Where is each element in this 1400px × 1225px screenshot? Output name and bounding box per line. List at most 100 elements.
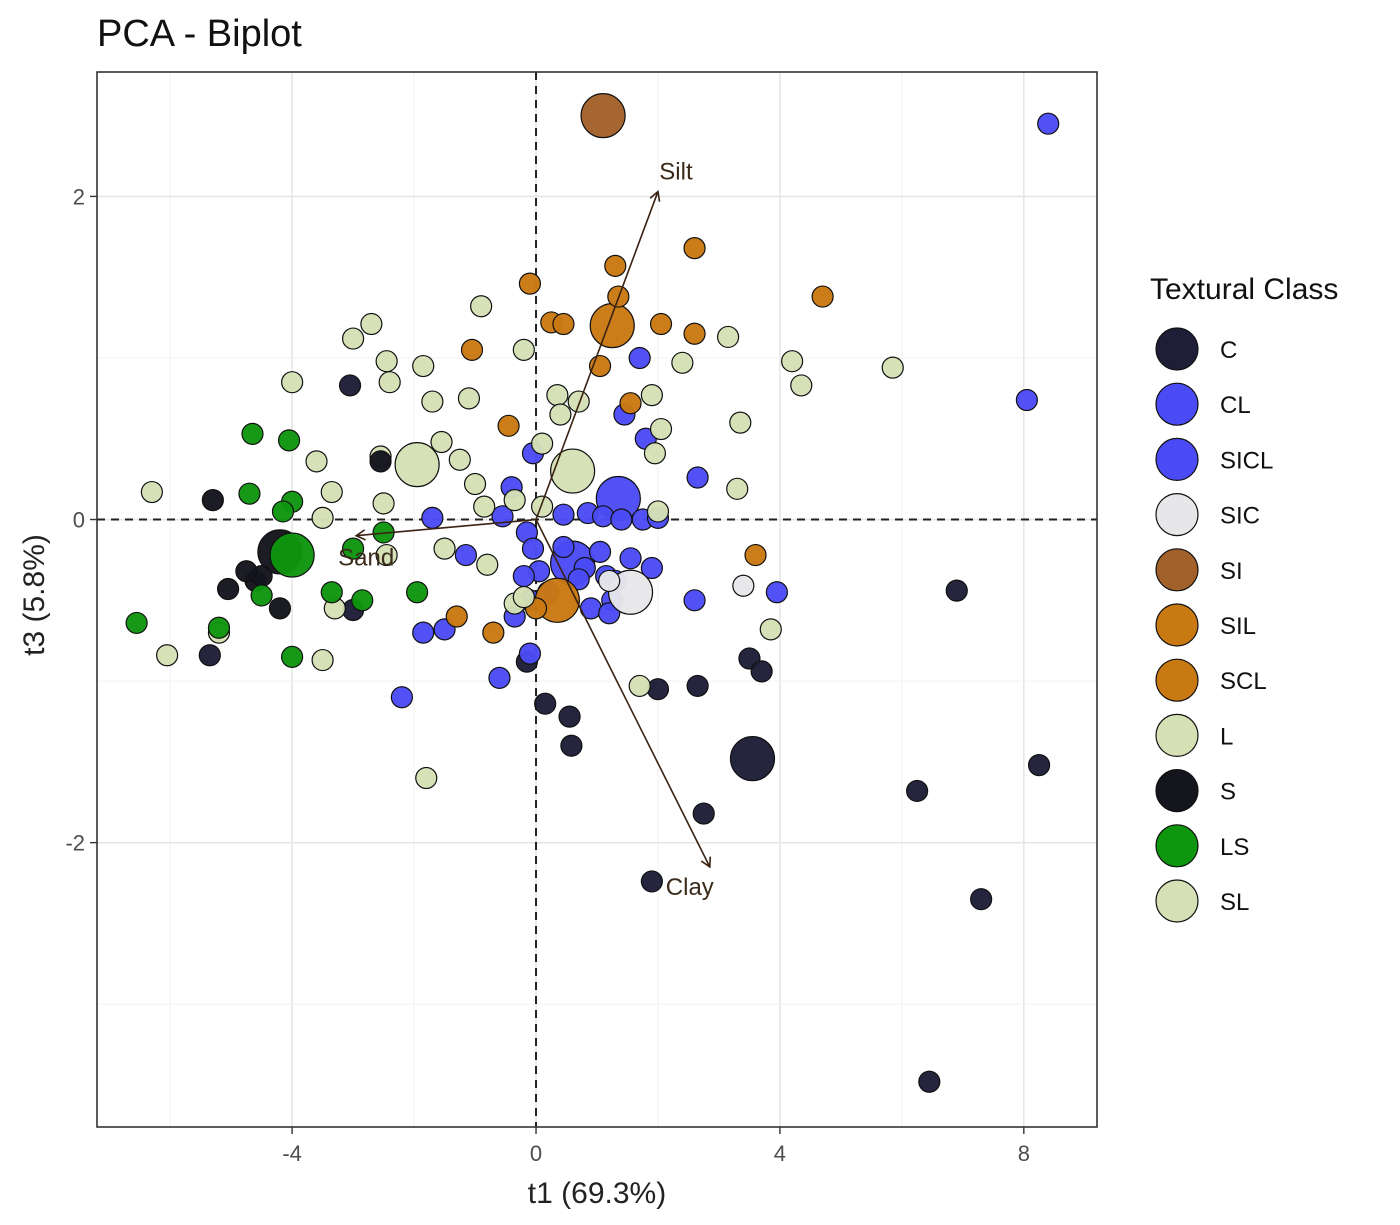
legend-key-sil [1155, 603, 1199, 647]
data-point-ls [269, 532, 315, 578]
data-point-sil [445, 605, 468, 628]
data-point-l [549, 403, 572, 426]
data-point-l [341, 327, 365, 350]
data-point-cl [521, 537, 545, 560]
data-point-sil [683, 237, 706, 260]
data-point-l [156, 644, 179, 667]
data-point-ls [207, 616, 231, 639]
data-point-l [394, 441, 440, 488]
data-point-c [534, 692, 557, 715]
data-point-l [512, 585, 535, 609]
data-point-l [726, 477, 749, 500]
data-point-c [558, 705, 581, 728]
data-point-sil [811, 285, 834, 308]
data-point-l [457, 387, 481, 410]
data-point-s [369, 450, 392, 473]
legend-label-sil: SIL [1220, 613, 1256, 640]
legend-key-sl [1155, 879, 1199, 923]
data-point-cl [512, 564, 535, 588]
loading-arrow-clay [535, 519, 712, 869]
plot-border [96, 71, 1098, 1128]
data-point-cl [518, 642, 542, 665]
data-point-l [375, 543, 398, 567]
legend-title: Textural Class [1150, 273, 1338, 306]
x-tick-label: 0 [530, 1141, 542, 1166]
x-tick-label: 4 [774, 1141, 786, 1166]
data-point-sil [619, 392, 642, 415]
data-point-l [470, 295, 493, 318]
y-tick-label: -2 [65, 831, 85, 856]
data-point-c [646, 678, 670, 701]
loading-label-sand: Sand [338, 545, 394, 572]
data-point-ls [277, 429, 301, 452]
data-point-l [729, 411, 752, 434]
data-point-l [463, 472, 487, 496]
data-point-l [640, 384, 663, 407]
loading-label-silt: Silt [659, 159, 693, 186]
data-point-s [268, 597, 292, 620]
data-point-sil [744, 543, 767, 567]
data-point-l [281, 371, 304, 394]
legend-key-cl [1155, 382, 1199, 426]
data-point-cl [765, 581, 788, 604]
data-point-si [580, 93, 626, 139]
data-point-l [790, 374, 813, 397]
x-tick-label: 8 [1018, 1141, 1030, 1166]
data-point-l [716, 325, 740, 349]
data-point-l [881, 356, 904, 379]
data-point-l [140, 480, 163, 504]
data-point-l [646, 500, 670, 523]
y-tick-label: 0 [73, 508, 85, 533]
data-point-sil [604, 254, 627, 277]
data-point-cl [588, 540, 612, 563]
legend-label-sic: SIC [1220, 503, 1260, 530]
data-point-c [692, 802, 715, 825]
data-point-c [750, 660, 773, 683]
legend-label-sicl: SICL [1220, 447, 1273, 474]
data-point-l [512, 338, 535, 361]
data-point-l [531, 495, 554, 518]
data-point-l [503, 489, 526, 512]
data-point-l [415, 766, 438, 790]
data-point-sil [518, 272, 542, 295]
data-point-l [360, 312, 383, 336]
data-point-cl [552, 535, 575, 559]
legend-label-l: L [1220, 723, 1233, 750]
data-point-l [430, 430, 453, 454]
data-point-cl [412, 621, 435, 644]
loading-arrow-sand [354, 518, 537, 541]
data-point-sil [482, 621, 505, 644]
y-tick-label: 2 [73, 184, 85, 209]
data-point-ls [351, 589, 374, 612]
data-point-s [201, 489, 224, 512]
data-point-sic [598, 569, 621, 593]
loading-label-clay: Clay [666, 874, 714, 901]
data-point-sil [589, 303, 635, 349]
legend-label-s: S [1220, 779, 1236, 806]
data-point-l [546, 384, 569, 407]
data-point-c [918, 1070, 941, 1093]
data-point-cl [683, 589, 706, 612]
loading-arrow-silt [535, 190, 661, 520]
legend-key-si [1155, 548, 1199, 592]
data-point-l [320, 480, 343, 504]
data-point-c [338, 374, 362, 397]
data-point-l [567, 390, 590, 413]
data-point-l [473, 495, 496, 518]
data-point-cl [552, 503, 575, 526]
data-point-ls [281, 645, 304, 668]
chart-title: PCA - Biplot [97, 13, 302, 55]
legend-label-scl: SCL [1220, 668, 1267, 695]
data-point-l [375, 350, 398, 373]
data-point-sil [552, 312, 575, 336]
data-point-cl [488, 666, 511, 689]
legend-label-c: C [1220, 337, 1237, 364]
data-point-c [686, 674, 709, 698]
data-point-c [198, 644, 221, 667]
legend-label-cl: CL [1220, 392, 1251, 419]
data-point-cl [390, 686, 413, 709]
data-point-c [640, 870, 663, 893]
data-point-cl [1037, 112, 1060, 135]
data-point-ls [320, 581, 343, 604]
